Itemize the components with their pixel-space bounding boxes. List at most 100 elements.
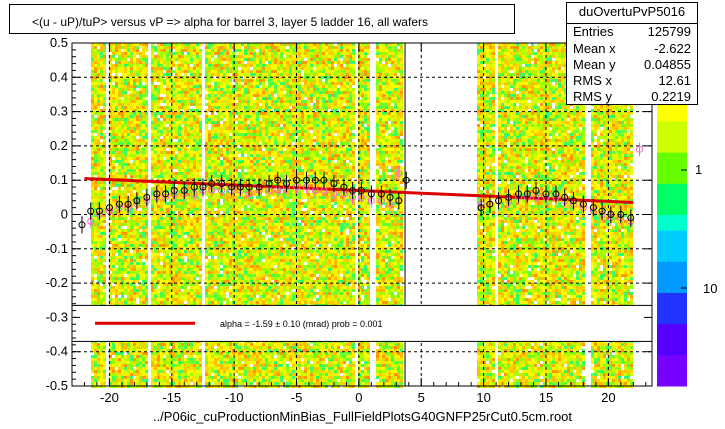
black-point [255, 183, 263, 191]
plot-title: <(u - uP)/tuP> versus vP => alpha for ba… [32, 15, 428, 29]
black-point [589, 204, 597, 212]
black-point [105, 204, 113, 212]
color-scale-segment [657, 323, 687, 340]
fit-legend-text: alpha = -1.59 ± 0.10 (mrad) prob = 0.001 [220, 319, 383, 329]
color-scale-segment [657, 152, 687, 169]
pink-point [636, 145, 644, 153]
color-scale-segment [657, 105, 687, 122]
black-point [357, 186, 365, 194]
color-scale-segment [657, 370, 687, 387]
x-tick-label: -20 [100, 390, 119, 405]
black-point [124, 200, 132, 208]
black-point [236, 183, 244, 191]
x-tick-label: -15 [162, 390, 181, 405]
black-point [617, 211, 625, 218]
stats-histogram-name: duOvertuPvP5016 [578, 4, 686, 19]
x-tick-label: 20 [601, 390, 615, 405]
y-tick-label: -0.2 [46, 275, 68, 290]
black-point [505, 193, 513, 201]
x-tick-label: 10 [476, 390, 490, 405]
stat-label: Entries [573, 24, 614, 39]
black-point [199, 183, 207, 191]
black-point [386, 193, 394, 201]
hist2d-cells [477, 43, 633, 388]
black-point [143, 193, 151, 201]
stats-divider [567, 23, 697, 24]
black-point [515, 190, 523, 198]
black-point [162, 190, 170, 198]
black-point [367, 190, 375, 198]
y-tick-label: -0.1 [46, 241, 68, 256]
black-point [274, 176, 282, 184]
black-point [330, 180, 338, 188]
black-point [552, 190, 560, 198]
y-tick-label: -0.3 [46, 309, 68, 324]
stat-row-rms-x: RMS x 12.61 [573, 73, 691, 89]
black-point [228, 183, 236, 191]
black-point [180, 186, 188, 194]
x-tick-label: -5 [291, 390, 303, 405]
y-tick-label: 0.4 [50, 69, 68, 84]
black-point [293, 176, 301, 184]
color-scale-label-10: 10 [703, 281, 717, 296]
stat-value: 125799 [647, 24, 691, 39]
color-scale-segment [657, 354, 687, 371]
x-tick-label: 15 [539, 390, 553, 405]
color-scale-segment [657, 276, 687, 293]
black-point [218, 180, 226, 188]
x-tick-label: -10 [225, 390, 244, 405]
stat-value: -2.622 [654, 41, 691, 56]
black-point [311, 176, 319, 184]
y-tick-label: 0.1 [50, 172, 68, 187]
black-point [170, 186, 178, 194]
stat-value: 0.2219 [651, 89, 691, 104]
color-scale-segment [657, 261, 687, 278]
black-point [377, 190, 385, 198]
black-point [190, 183, 198, 191]
black-point [532, 186, 540, 194]
color-scale-segment [657, 167, 687, 184]
y-tick-label: 0.5 [50, 35, 68, 50]
stat-row-rms-y: RMS y 0.2219 [573, 89, 691, 105]
stat-label: RMS x [573, 73, 612, 88]
black-point [153, 190, 161, 198]
black-point [115, 200, 123, 208]
plot-title-box: <(u - uP)/tuP> versus vP => alpha for ba… [9, 4, 515, 34]
stat-row-entries: Entries 125799 [573, 24, 691, 40]
x-tick-label: 5 [418, 390, 425, 405]
black-point [477, 204, 485, 212]
black-point [579, 200, 587, 208]
black-point [133, 197, 141, 205]
x-tick-label: 0 [355, 390, 362, 405]
fit-line [84, 176, 634, 204]
color-scale-segment [657, 120, 687, 138]
black-point [627, 214, 635, 222]
black-point [283, 180, 291, 188]
stat-row-mean-y: Mean y 0.04855 [573, 57, 691, 73]
black-point [245, 183, 253, 191]
black-point [542, 190, 550, 198]
stat-row-mean-x: Mean x -2.622 [573, 41, 691, 57]
black-point [402, 176, 410, 184]
stat-value: 12.61 [658, 73, 691, 88]
black-point [340, 183, 348, 191]
y-tick-label: -0.5 [46, 378, 68, 393]
stat-label: Mean x [573, 41, 616, 56]
color-scale-segment [657, 183, 687, 200]
black-point [302, 176, 310, 184]
black-point [95, 207, 103, 215]
black-point [349, 186, 357, 194]
stats-box: duOvertuPvP5016 Entries 125799 Mean x -2… [566, 2, 698, 105]
black-point [523, 190, 531, 198]
black-point [495, 197, 503, 205]
color-scale-segment [657, 245, 687, 262]
color-scale-segment [657, 292, 687, 309]
stat-label: Mean y [573, 57, 616, 72]
y-tick-label: 0.2 [50, 138, 68, 153]
stat-label: RMS y [573, 89, 612, 104]
stat-value: 0.04855 [644, 57, 691, 72]
y-tick-label: -0.4 [46, 344, 68, 359]
black-point [87, 207, 95, 215]
y-tick-label: 0.3 [50, 104, 68, 119]
